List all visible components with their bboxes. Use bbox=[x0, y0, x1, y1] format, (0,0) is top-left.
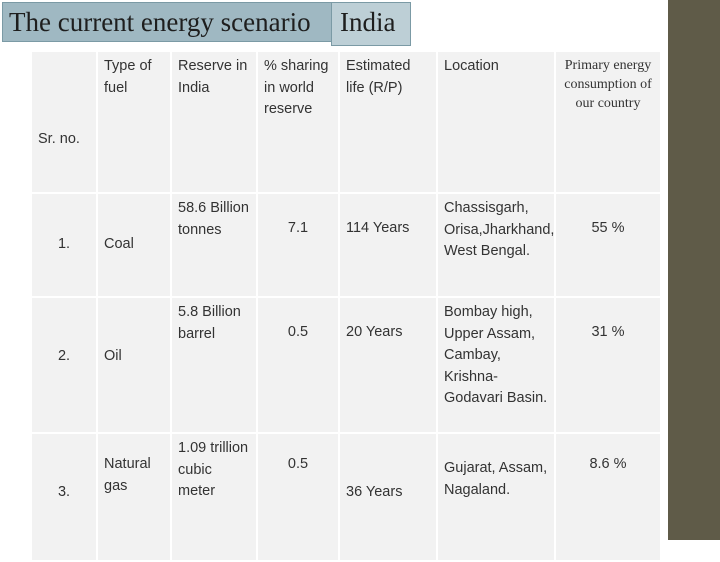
cell-share: 7.1 bbox=[256, 192, 340, 298]
cell-fuel: Natural gas bbox=[96, 432, 172, 562]
table-row: 3. Natural gas 1.09 trillion cubic meter… bbox=[30, 432, 662, 562]
col-header-share: % sharing in world reserve bbox=[256, 50, 340, 194]
cell-sr: 1. bbox=[30, 192, 98, 298]
cell-sr: 3. bbox=[30, 432, 98, 562]
cell-reserve: 58.6 Billion tonnes bbox=[170, 192, 258, 298]
cell-consumption: 55 % bbox=[554, 192, 662, 298]
energy-table: Sr. no. Type of fuel Reserve in India % … bbox=[30, 50, 662, 562]
cell-share: 0.5 bbox=[256, 296, 340, 434]
cell-life: 36 Years bbox=[338, 432, 438, 562]
table-row: 1. Coal 58.6 Billion tonnes 7.1 114 Year… bbox=[30, 192, 662, 298]
col-header-consumption: Primary energy consumption of our countr… bbox=[554, 50, 662, 194]
cell-fuel: Coal bbox=[96, 192, 172, 298]
col-header-sr-no: Sr. no. bbox=[30, 50, 98, 194]
col-header-fuel: Type of fuel bbox=[96, 50, 172, 194]
cell-location: Chassisgarh, Orisa,Jharkhand, West Benga… bbox=[436, 192, 556, 298]
col-header-reserve: Reserve in India bbox=[170, 50, 258, 194]
cell-consumption: 8.6 % bbox=[554, 432, 662, 562]
cell-location: Gujarat, Assam, Nagaland. bbox=[436, 432, 556, 562]
cell-fuel: Oil bbox=[96, 296, 172, 434]
cell-reserve: 5.8 Billion barrel bbox=[170, 296, 258, 434]
page-title-suffix: India bbox=[331, 2, 411, 46]
cell-life: 114 Years bbox=[338, 192, 438, 298]
page-title: The current energy scenario bbox=[2, 2, 332, 42]
cell-consumption: 31 % bbox=[554, 296, 662, 434]
cell-share: 0.5 bbox=[256, 432, 340, 562]
cell-sr: 2. bbox=[30, 296, 98, 434]
decorative-side-bar bbox=[668, 0, 720, 540]
table-row: 2. Oil 5.8 Billion barrel 0.5 20 Years B… bbox=[30, 296, 662, 434]
col-header-location: Location bbox=[436, 50, 556, 194]
cell-location: Bombay high, Upper Assam, Cambay, Krishn… bbox=[436, 296, 556, 434]
col-header-life: Estimated life (R/P) bbox=[338, 50, 438, 194]
cell-reserve: 1.09 trillion cubic meter bbox=[170, 432, 258, 562]
cell-life: 20 Years bbox=[338, 296, 438, 434]
table-header-row: Sr. no. Type of fuel Reserve in India % … bbox=[30, 50, 662, 194]
